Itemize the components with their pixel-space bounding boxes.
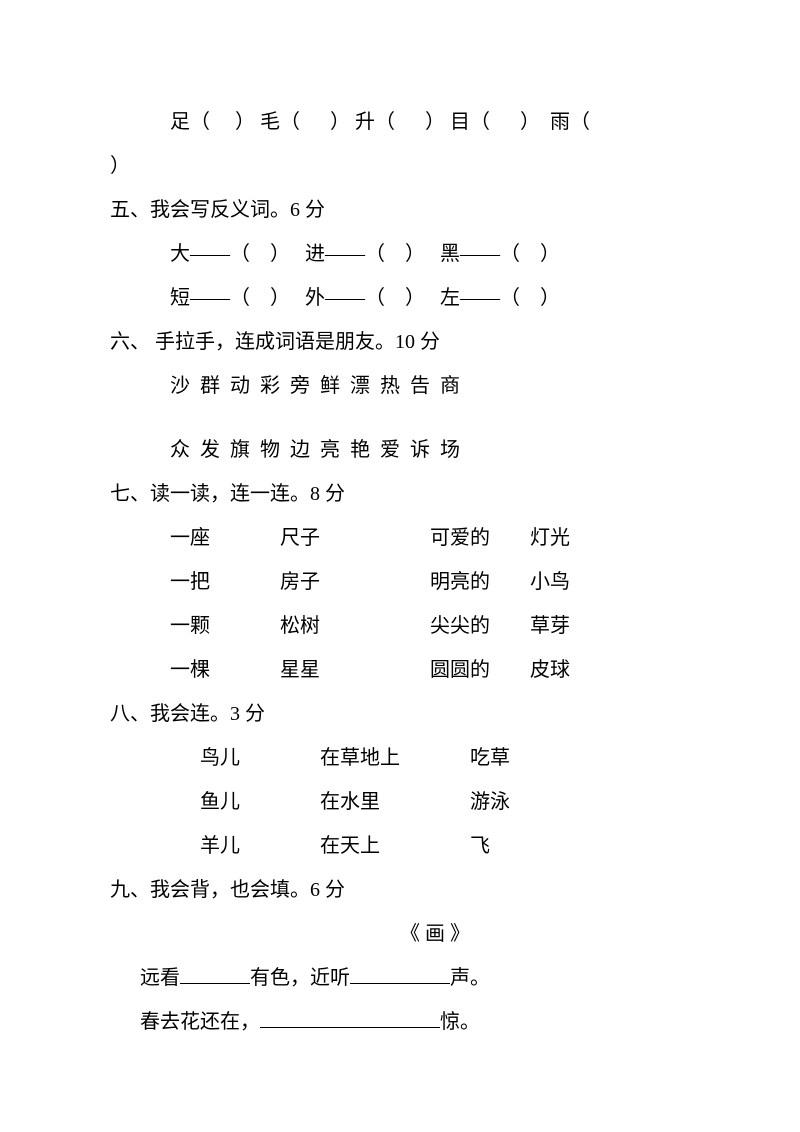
measure-word: 一座 [170,516,280,560]
q6-title: 六、 手拉手，连成词语是朋友。10 分 [110,320,690,364]
q8-row: 鸟儿在草地上吃草 [110,736,690,780]
q7-title: 七、读一读，连一连。8 分 [110,472,690,516]
question-7: 七、读一读，连一连。8 分 一座尺子 一把房子 一颗松树 一棵星星 可爱的灯光 … [110,472,690,692]
q7-right-col: 可爱的灯光 明亮的小鸟 尖尖的草芽 圆圆的皮球 [430,516,690,692]
q7-grid: 一座尺子 一把房子 一颗松树 一棵星星 可爱的灯光 明亮的小鸟 尖尖的草芽 圆圆… [110,516,690,692]
pair: 大——（ ） [170,243,290,265]
pair: 短——（ ） [170,287,290,309]
verb: 游泳 [470,780,550,824]
location: 在草地上 [320,736,470,780]
text: 有色，近听 [250,967,350,989]
noun: 松树 [280,604,320,648]
blank[interactable] [350,964,450,984]
q6-row1: 沙 群 动 彩 旁 鲜 漂 热 告 商 [110,364,690,408]
list-item: 明亮的小鸟 [430,560,690,604]
noun: 灯光 [530,516,570,560]
text: ） 毛（ [235,111,300,133]
poem-title-text: 《 画 》 [400,912,470,956]
verb: 吃草 [470,736,550,780]
subject: 鱼儿 [200,780,320,824]
noun: 草芽 [530,604,570,648]
noun: 小鸟 [530,560,570,604]
q8-row: 鱼儿在水里游泳 [110,780,690,824]
adjective: 尖尖的 [430,604,530,648]
q7-left-col: 一座尺子 一把房子 一颗松树 一棵星星 [170,516,430,692]
noun: 房子 [280,560,320,604]
q5-row1: 大——（ ） 进——（ ） 黑——（ ） [110,232,690,276]
q5-row2: 短——（ ） 外——（ ） 左——（ ） [110,276,690,320]
list-item: 一座尺子 [170,516,430,560]
blank[interactable] [180,964,250,984]
spacer [110,408,690,428]
q6-row2: 众 发 旗 物 边 亮 艳 爱 诉 场 [110,428,690,472]
blank[interactable] [260,1008,440,1028]
measure-word: 一颗 [170,604,280,648]
q9-title: 九、我会背，也会填。6 分 [110,868,690,912]
location: 在水里 [320,780,470,824]
text: 声。 [450,967,490,989]
noun: 皮球 [530,648,570,692]
pair: 黑——（ ） [440,243,560,265]
question-9: 九、我会背，也会填。6 分 《 画 》 远看 有色，近听 声。 春去花还在， 惊。 [110,868,690,1044]
q4-closing: ） [110,144,690,188]
text: 足（ [170,111,210,133]
pair: 左——（ ） [440,287,560,309]
q5-title: 五、我会写反义词。6 分 [110,188,690,232]
location: 在天上 [320,824,470,868]
poem-title: 《 画 》 [110,912,690,956]
text: ） 升（ [330,111,395,133]
question-8: 八、我会连。3 分 鸟儿在草地上吃草 鱼儿在水里游泳 羊儿在天上飞 [110,692,690,868]
text: 远看 [140,967,180,989]
q8-title: 八、我会连。3 分 [110,692,690,736]
list-item: 圆圆的皮球 [430,648,690,692]
q4-chars: 足（ ） 毛（ ） 升（ ） 目（ ） 雨（ [110,100,690,144]
text: 惊。 [440,1011,480,1033]
subject: 羊儿 [200,824,320,868]
poem-line-2: 春去花还在， 惊。 [110,1000,690,1044]
subject: 鸟儿 [200,736,320,780]
verb: 飞 [470,824,550,868]
list-item: 一棵星星 [170,648,430,692]
measure-word: 一把 [170,560,280,604]
question-5: 五、我会写反义词。6 分 大——（ ） 进——（ ） 黑——（ ） 短——（ ）… [110,188,690,320]
pair: 外——（ ） [305,287,425,309]
q8-row: 羊儿在天上飞 [110,824,690,868]
adjective: 可爱的 [430,516,530,560]
text: 春去花还在， [140,1011,260,1033]
text: ） 雨（ [520,111,590,133]
list-item: 可爱的灯光 [430,516,690,560]
pair: 进——（ ） [305,243,425,265]
question-4-fragment: 足（ ） 毛（ ） 升（ ） 目（ ） 雨（ ） [110,100,690,188]
noun: 星星 [280,648,320,692]
list-item: 一把房子 [170,560,430,604]
list-item: 一颗松树 [170,604,430,648]
question-6: 六、 手拉手，连成词语是朋友。10 分 沙 群 动 彩 旁 鲜 漂 热 告 商 … [110,320,690,472]
adjective: 明亮的 [430,560,530,604]
text: ） 目（ [425,111,490,133]
adjective: 圆圆的 [430,648,530,692]
list-item: 尖尖的草芽 [430,604,690,648]
measure-word: 一棵 [170,648,280,692]
poem-line-1: 远看 有色，近听 声。 [110,956,690,1000]
noun: 尺子 [280,516,320,560]
